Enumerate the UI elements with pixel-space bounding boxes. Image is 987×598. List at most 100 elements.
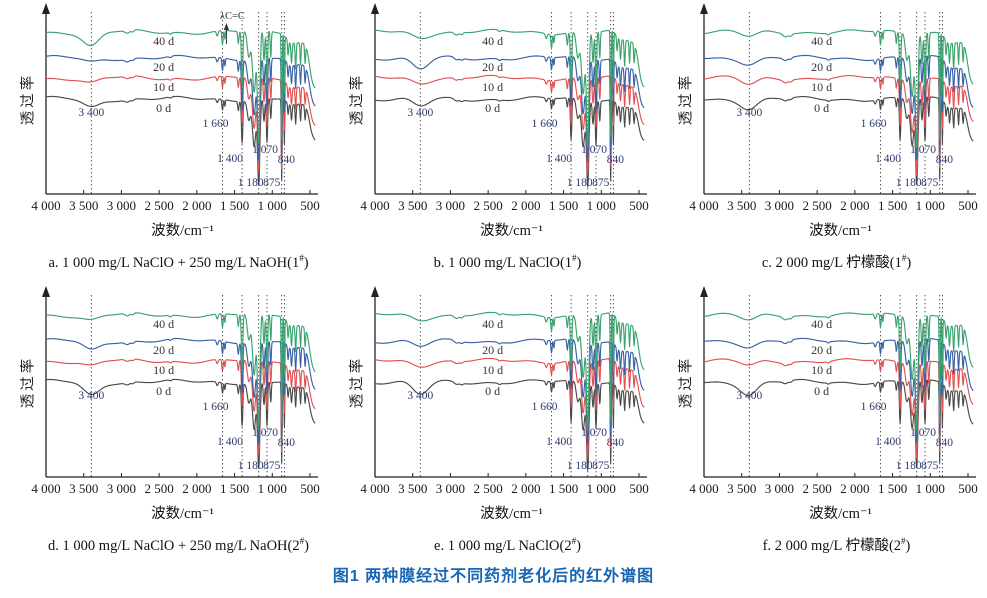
x-tick-label: 2 500 bbox=[145, 481, 174, 496]
spectrum-plot-e: 4 000 3 500 3 000 2 500 2 000 1 500 1 000 500 0 … bbox=[360, 286, 649, 496]
peak-label-1070: 1 070 bbox=[252, 144, 278, 156]
spectrum-curve-0d bbox=[703, 378, 974, 468]
spectrum-curve-20d bbox=[703, 337, 974, 443]
peak-label-1660: 1 660 bbox=[861, 118, 887, 130]
x-axis-label: 波数/cm⁻¹ bbox=[809, 506, 872, 522]
spectrum-curve-10d bbox=[703, 358, 974, 459]
curve-label-40d: 40 d bbox=[153, 34, 174, 48]
curve-label-10d: 10 d bbox=[153, 363, 174, 377]
peak-label-1400: 1 400 bbox=[217, 153, 243, 165]
x-tick-label: 500 bbox=[958, 198, 978, 213]
x-axis-label: 波数/cm⁻¹ bbox=[151, 223, 214, 239]
curve-label-10d: 10 d bbox=[482, 80, 503, 94]
peak-label-3400: 3 400 bbox=[78, 107, 104, 119]
curve-label-20d: 20 d bbox=[482, 343, 503, 357]
panel-caption-b: b. 1 000 mg/L NaClO(1#) bbox=[433, 253, 582, 271]
peak-label-1180: 1 180 bbox=[567, 460, 593, 472]
x-tick-label: 4 000 bbox=[689, 481, 718, 496]
x-tick-label: 2 000 bbox=[182, 481, 211, 496]
peak-label-1070: 1 070 bbox=[581, 144, 607, 156]
x-axis-label: 波数/cm⁻¹ bbox=[809, 223, 872, 239]
peak-label-1400: 1 400 bbox=[546, 436, 572, 448]
peak-label-1180: 1 180 bbox=[238, 177, 264, 189]
x-tick-label: 1 500 bbox=[549, 481, 578, 496]
peak-label-840: 840 bbox=[278, 154, 296, 166]
peak-label-840: 840 bbox=[607, 154, 625, 166]
spectrum-curve-20d bbox=[703, 54, 974, 161]
peak-label-1180: 1 180 bbox=[896, 177, 922, 189]
annotation-label: λC=C bbox=[220, 11, 245, 22]
curve-label-40d: 40 d bbox=[811, 34, 832, 48]
y-axis-label: 透过率 bbox=[349, 355, 366, 409]
spectrum-plot-a: 4 000 3 500 3 000 2 500 2 000 1 500 1 000 500 0 … bbox=[31, 3, 320, 213]
peak-label-1180: 1 180 bbox=[238, 460, 264, 472]
peak-label-1660: 1 660 bbox=[203, 118, 229, 130]
spectrum-plot-f: 4 000 3 500 3 000 2 500 2 000 1 500 1 000 500 0 … bbox=[689, 286, 978, 496]
x-tick-label: 1 000 bbox=[587, 481, 616, 496]
spectrum-curve-40d bbox=[703, 312, 974, 432]
spectrum-panel-f: 4 000 3 500 3 000 2 500 2 000 1 500 1 000 500 0 … bbox=[658, 285, 987, 554]
peak-label-875: 875 bbox=[263, 177, 281, 189]
spectrum-panel-a: 4 000 3 500 3 000 2 500 2 000 1 500 1 000 500 0 … bbox=[0, 2, 329, 271]
x-tick-label: 500 bbox=[958, 481, 978, 496]
curve-label-0d: 0 d bbox=[814, 101, 829, 115]
x-tick-label: 2 500 bbox=[803, 198, 832, 213]
x-tick-label: 1 500 bbox=[549, 198, 578, 213]
x-tick-label: 4 000 bbox=[689, 198, 718, 213]
x-tick-label: 500 bbox=[629, 481, 649, 496]
curve-label-0d: 0 d bbox=[485, 384, 500, 398]
peak-label-1660: 1 660 bbox=[532, 401, 558, 413]
spectrum-curve-10d bbox=[374, 74, 645, 174]
x-tick-label: 3 000 bbox=[107, 481, 136, 496]
peak-label-3400: 3 400 bbox=[736, 107, 762, 119]
panel-row-2: 4 000 3 500 3 000 2 500 2 000 1 500 1 000 500 0 … bbox=[0, 283, 987, 554]
y-axis-arrow-icon bbox=[42, 3, 50, 14]
peak-label-1400: 1 400 bbox=[217, 436, 243, 448]
curve-label-10d: 10 d bbox=[811, 363, 832, 377]
x-tick-label: 1 500 bbox=[878, 481, 907, 496]
peak-label-840: 840 bbox=[936, 437, 954, 449]
x-tick-label: 2 000 bbox=[840, 198, 869, 213]
x-axis-label: 波数/cm⁻¹ bbox=[151, 506, 214, 522]
x-tick-label: 4 000 bbox=[31, 481, 60, 496]
x-tick-label: 500 bbox=[629, 198, 649, 213]
peak-label-840: 840 bbox=[936, 154, 954, 166]
spectrum-curve-20d bbox=[374, 55, 645, 162]
curve-label-10d: 10 d bbox=[153, 80, 174, 94]
y-axis-arrow-icon bbox=[700, 3, 708, 14]
spectrum-curve-40d bbox=[45, 29, 316, 145]
peak-label-875: 875 bbox=[263, 460, 281, 472]
peak-label-1400: 1 400 bbox=[875, 436, 901, 448]
x-tick-label: 500 bbox=[300, 481, 320, 496]
spectrum-panel-e: 4 000 3 500 3 000 2 500 2 000 1 500 1 000 500 0 … bbox=[329, 285, 658, 554]
x-tick-label: 4 000 bbox=[360, 481, 389, 496]
panel-caption-c: c. 2 000 mg/L 柠檬酸(1#) bbox=[761, 253, 912, 271]
x-tick-label: 2 000 bbox=[182, 198, 211, 213]
peak-label-1070: 1 070 bbox=[910, 427, 936, 439]
spectrum-plot-b: 4 000 3 500 3 000 2 500 2 000 1 500 1 000 500 0 … bbox=[360, 3, 649, 213]
y-axis-arrow-icon bbox=[42, 286, 50, 297]
peak-label-1660: 1 660 bbox=[861, 401, 887, 413]
curve-label-20d: 20 d bbox=[153, 60, 174, 74]
peak-label-3400: 3 400 bbox=[407, 107, 433, 119]
peak-label-1400: 1 400 bbox=[875, 153, 901, 165]
curve-label-40d: 40 d bbox=[153, 317, 174, 331]
x-tick-label: 3 000 bbox=[765, 198, 794, 213]
x-axis-label: 波数/cm⁻¹ bbox=[480, 506, 543, 522]
panel-row-1: 4 000 3 500 3 000 2 500 2 000 1 500 1 000 500 0 … bbox=[0, 0, 987, 271]
spectrum-curve-0d bbox=[374, 96, 645, 188]
x-tick-label: 3 500 bbox=[69, 198, 98, 213]
curve-label-40d: 40 d bbox=[482, 317, 503, 331]
x-tick-label: 3 500 bbox=[727, 198, 756, 213]
spectrum-curve-0d bbox=[45, 95, 316, 186]
spectrum-curve-10d bbox=[703, 75, 974, 177]
curve-label-0d: 0 d bbox=[156, 384, 171, 398]
spectrum-plot-d: 4 000 3 500 3 000 2 500 2 000 1 500 1 000 500 0 … bbox=[31, 286, 320, 496]
panel-caption-d: d. 1 000 mg/L NaClO + 250 mg/L NaOH(2#) bbox=[48, 536, 309, 554]
x-tick-label: 1 000 bbox=[916, 198, 945, 213]
x-tick-label: 3 500 bbox=[69, 481, 98, 496]
spectrum-curve-40d bbox=[374, 311, 645, 430]
curve-label-40d: 40 d bbox=[482, 34, 503, 48]
y-axis-label: 透过率 bbox=[20, 355, 37, 409]
x-tick-label: 1 500 bbox=[220, 198, 249, 213]
